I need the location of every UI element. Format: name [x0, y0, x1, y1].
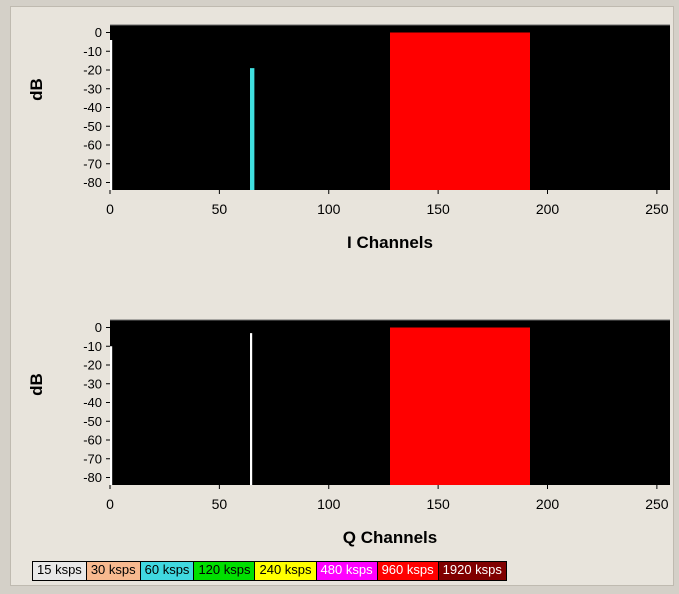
- i-bar-1: [250, 68, 255, 190]
- rate-legend: 15 ksps 30 ksps 60 ksps 120 ksps 240 ksps 480…: [32, 561, 507, 581]
- i-ytick-label-5: -50: [83, 119, 102, 134]
- q-xtick-label-4: 200: [536, 496, 560, 512]
- i-xtick-label-2: 100: [317, 201, 341, 217]
- q-xtick-label-1: 50: [212, 496, 228, 512]
- i-ytick-label-7: -70: [83, 156, 102, 171]
- q-xtick-label-3: 150: [426, 496, 450, 512]
- i-ytick-label-3: -30: [83, 81, 102, 96]
- q-bar-0: [110, 346, 113, 485]
- q-ytick-label-3: -30: [83, 376, 102, 391]
- q-ytick-label-4: -40: [83, 395, 102, 410]
- i-ytick-label-8: -80: [83, 175, 102, 190]
- i-bar-2: [390, 32, 530, 190]
- q-ytick-label-5: -50: [83, 414, 102, 429]
- q-xtick-label-2: 100: [317, 496, 341, 512]
- q-ytick-label-0: 0: [95, 320, 102, 335]
- q-ytick-label-7: -70: [83, 451, 102, 466]
- q-ytick-label-2: -20: [83, 358, 102, 373]
- i-ytick-label-1: -10: [83, 44, 102, 59]
- i-bar-0: [110, 40, 113, 190]
- q-ytick-label-8: -80: [83, 470, 102, 485]
- q-yaxis-label: dB: [27, 373, 46, 396]
- legend-item-60-ksps: 60 ksps: [140, 562, 195, 580]
- legend-item-960-ksps: 960 ksps: [377, 562, 439, 580]
- q-xtick-label-0: 0: [106, 496, 114, 512]
- i-ytick-label-0: 0: [95, 25, 102, 40]
- legend-item-15-ksps: 15 ksps: [33, 562, 87, 580]
- i-xaxis-label: I Channels: [347, 233, 433, 252]
- i-yaxis-label: dB: [27, 78, 46, 101]
- i-ytick-label-4: -40: [83, 100, 102, 115]
- legend-item-30-ksps: 30 ksps: [86, 562, 141, 580]
- i-xtick-label-5: 250: [645, 201, 669, 217]
- i-ytick-label-6: -60: [83, 138, 102, 153]
- q-xaxis-label: Q Channels: [343, 528, 437, 547]
- i-xtick-label-4: 200: [536, 201, 560, 217]
- legend-item-240-ksps: 240 ksps: [255, 562, 317, 580]
- legend-item-1920-ksps: 1920 ksps: [438, 562, 506, 580]
- i-xtick-label-1: 50: [212, 201, 228, 217]
- q-bar-2: [390, 327, 530, 485]
- q-ytick-label-1: -10: [83, 339, 102, 354]
- q-ytick-label-6: -60: [83, 433, 102, 448]
- i-xtick-label-0: 0: [106, 201, 114, 217]
- i-xtick-label-3: 150: [426, 201, 450, 217]
- legend-item-120-ksps: 120 ksps: [194, 562, 256, 580]
- legend-item-480-ksps: 480 ksps: [316, 562, 378, 580]
- q-xtick-label-5: 250: [645, 496, 669, 512]
- i-ytick-label-2: -20: [83, 63, 102, 78]
- q-bar-1: [250, 333, 253, 485]
